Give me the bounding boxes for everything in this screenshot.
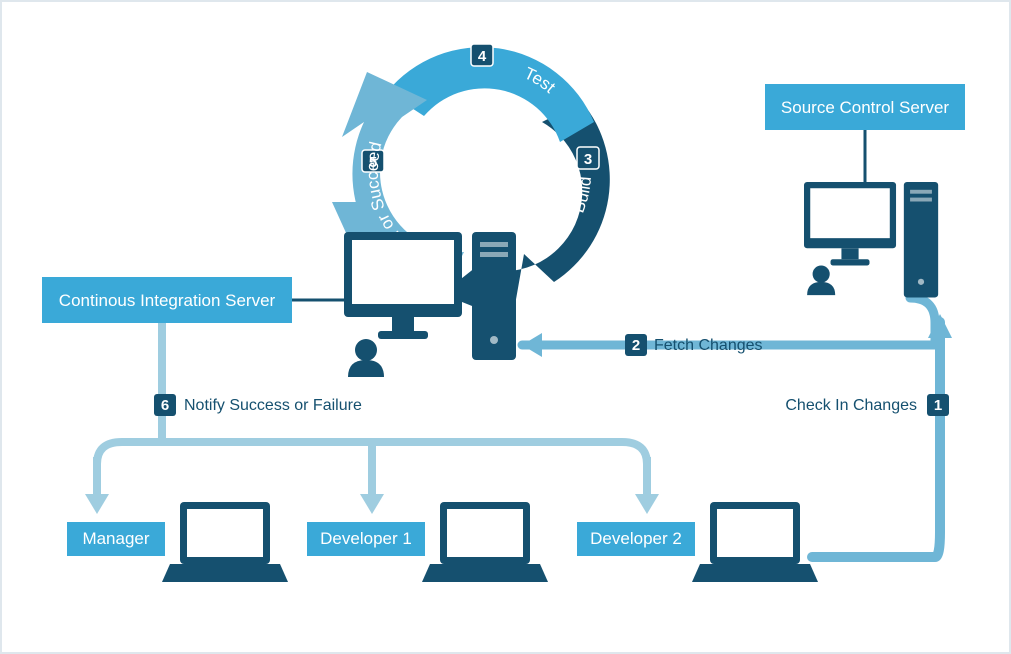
step-num-3: 3: [584, 151, 592, 168]
diagram-frame: 3 4 5 Build Test Fail or Succeed Contino…: [0, 0, 1011, 654]
developer2-label: Developer 2: [590, 529, 682, 548]
developer1-label: Developer 1: [320, 529, 412, 548]
ci-computer-icon: [344, 232, 516, 377]
step-num-6: 6: [161, 397, 169, 414]
scs-server-label: Source Control Server: [781, 98, 950, 117]
developer1-laptop-icon: [422, 502, 548, 582]
arrow-notify-dev1: [360, 494, 384, 514]
manager-label: Manager: [82, 529, 149, 548]
connector-checkin: [812, 322, 940, 557]
manager-laptop-icon: [162, 502, 288, 582]
developer2-laptop-icon: [692, 502, 818, 582]
scs-computer-icon: [804, 182, 938, 297]
diagram-svg: 3 4 5 Build Test Fail or Succeed Contino…: [2, 2, 1011, 654]
arrow-notify-dev2: [635, 494, 659, 514]
ci-server-label: Continous Integration Server: [59, 291, 276, 310]
arrow-notify-manager: [85, 494, 109, 514]
step-label-6: Notify Success or Failure: [184, 397, 362, 414]
step-num-2: 2: [632, 337, 640, 354]
arrow-fetch-changes: [522, 333, 542, 357]
step-num-4: 4: [478, 48, 487, 65]
step-label-2: Fetch Changes: [654, 337, 763, 354]
step-num-1: 1: [934, 397, 942, 414]
step-label-1: Check In Changes: [785, 397, 917, 414]
